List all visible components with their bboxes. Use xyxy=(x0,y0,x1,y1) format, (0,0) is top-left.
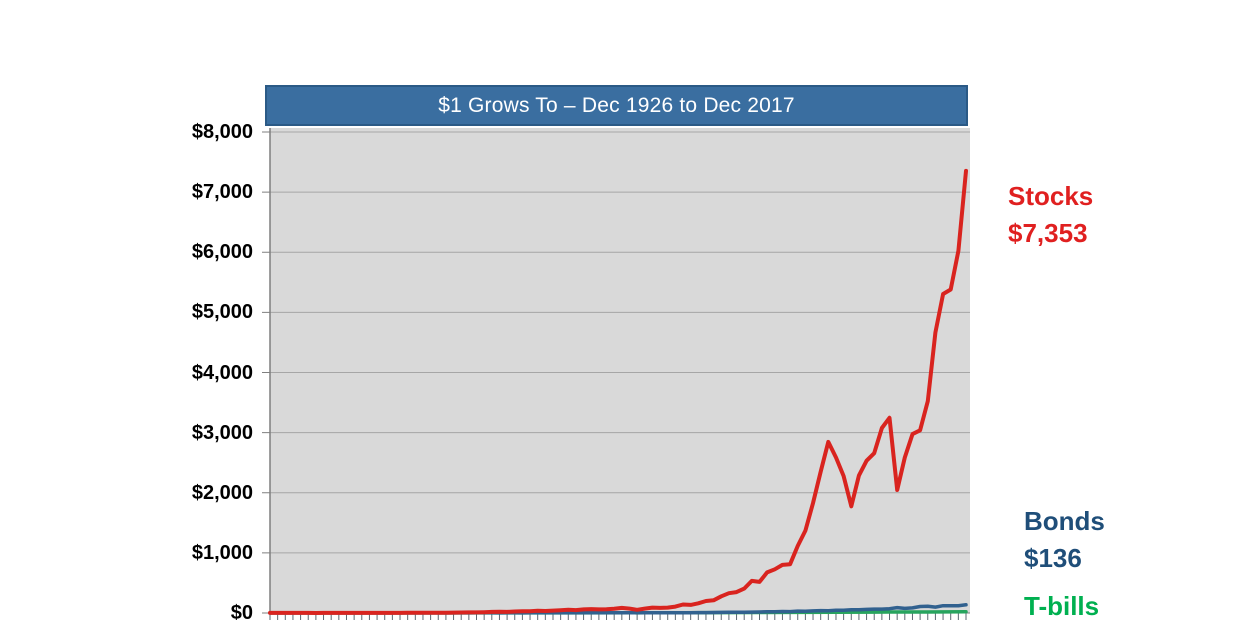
y-axis-label: $0 xyxy=(230,602,253,620)
series-line-stocks xyxy=(268,168,968,615)
plot-background xyxy=(270,128,970,613)
y-axis-label: $5,000 xyxy=(191,301,253,324)
y-axis-label: $1,000 xyxy=(191,541,253,564)
y-axis-label: $8,000 xyxy=(191,121,253,143)
stocks-label: Stocks xyxy=(1008,181,1094,211)
stocks-value-label: $7,353 xyxy=(1008,218,1088,248)
y-axis-label: $7,000 xyxy=(191,181,253,204)
bonds-label: Bonds xyxy=(1024,506,1105,536)
y-axis-label: $4,000 xyxy=(191,361,253,384)
bonds-value-label: $136 xyxy=(1024,543,1082,573)
y-axis-label: $2,000 xyxy=(191,481,253,504)
y-axis-label: $6,000 xyxy=(191,241,253,264)
chart-svg xyxy=(262,128,970,620)
y-axis: $0 $1,000 $2,000 $3,000 $4,000 $5,000 $6,000 $7… xyxy=(150,121,253,620)
chart-title-bar: $1 Grows To – Dec 1926 to Dec 2017 xyxy=(265,85,968,126)
chart-title: $1 Grows To – Dec 1926 to Dec 2017 xyxy=(438,93,795,117)
tbills-label: T-bills xyxy=(1024,591,1100,620)
plot-area xyxy=(262,128,970,620)
y-axis-label: $3,000 xyxy=(191,421,253,444)
